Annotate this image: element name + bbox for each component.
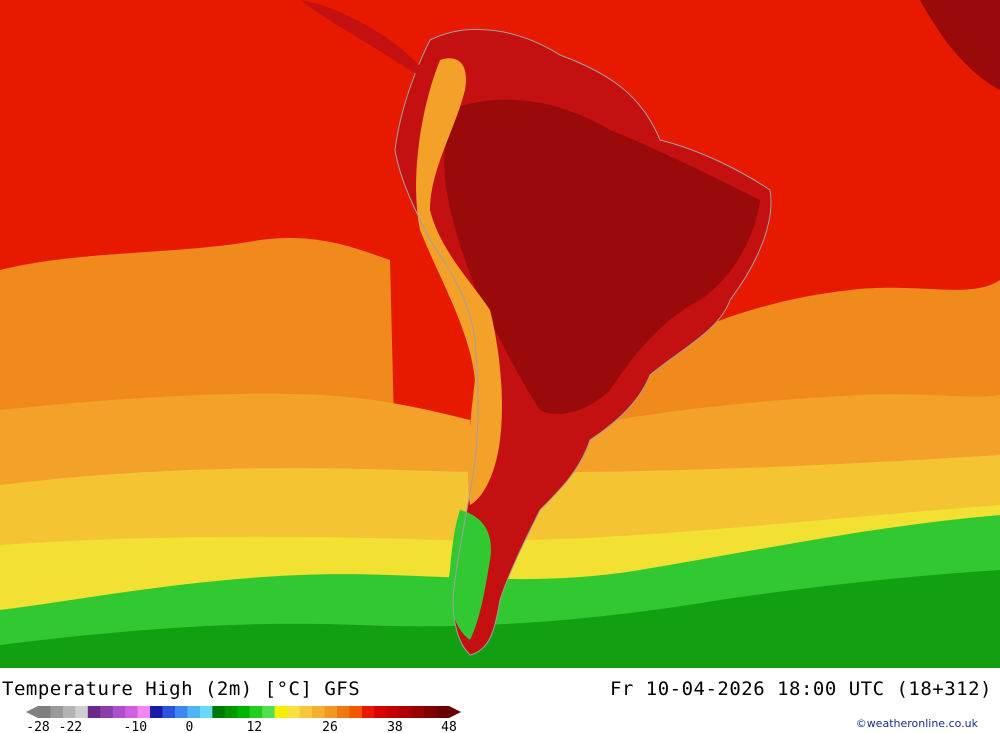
legend-swatch xyxy=(336,706,350,718)
legend-swatch xyxy=(162,706,176,718)
coastline-outline xyxy=(394,28,772,656)
legend-tick-label: 0 xyxy=(185,720,193,733)
legend-swatch xyxy=(287,706,300,718)
legend-swatch xyxy=(224,706,238,718)
credit-link[interactable]: ©weatheronline.co.uk xyxy=(855,717,978,730)
legend-swatch xyxy=(112,706,126,718)
legend-swatch xyxy=(262,706,276,718)
color-legend: -28 -22 -10 0 12 26 38 48 xyxy=(26,706,461,733)
landmass-central-america xyxy=(300,0,430,80)
legend-tick-label: -10 xyxy=(124,720,147,733)
andes-cool-strip xyxy=(416,58,502,505)
legend-swatch xyxy=(312,706,325,718)
band-ocean-dark-green xyxy=(0,570,1000,668)
legend-swatch xyxy=(349,706,363,718)
legend-swatch xyxy=(249,706,263,718)
legend-swatch xyxy=(75,706,89,718)
legend-swatch xyxy=(125,706,139,718)
map-valid-time: Fr 10-04-2026 18:00 UTC (18+312) xyxy=(609,678,992,700)
legend-tick-label: -22 xyxy=(59,720,82,733)
legend-swatch xyxy=(137,706,151,718)
map-title: Temperature High (2m) [°C] GFS xyxy=(2,678,361,700)
legend-tick-label: -28 xyxy=(26,720,49,733)
legend-swatch xyxy=(237,706,251,718)
legend-swatch xyxy=(324,706,338,718)
legend-tick-label: 38 xyxy=(387,720,403,733)
legend-swatch xyxy=(100,706,114,718)
legend-swatch xyxy=(212,706,226,718)
legend-swatch xyxy=(38,706,51,718)
landmass-africa-corner xyxy=(920,0,1000,90)
patagonia-green xyxy=(448,510,491,640)
legend-swatch xyxy=(274,706,288,718)
legend-arrow-low xyxy=(26,706,38,718)
legend-swatch xyxy=(87,706,101,718)
legend-swatch xyxy=(411,706,425,718)
legend-swatch xyxy=(150,706,163,718)
legend-arrow-high xyxy=(449,706,461,718)
legend-tick-label: 48 xyxy=(441,720,457,733)
legend-swatch xyxy=(62,706,76,718)
legend-swatch xyxy=(361,706,375,718)
map-footer: Temperature High (2m) [°C] GFS Fr 10-04-… xyxy=(0,668,1000,733)
legend-swatch xyxy=(399,706,413,718)
temperature-map xyxy=(0,0,1000,668)
legend-swatch xyxy=(374,706,388,718)
legend-swatch xyxy=(199,706,213,718)
legend-tick-label: 12 xyxy=(246,720,262,733)
legend-swatch xyxy=(386,706,400,718)
legend-swatch xyxy=(50,706,64,718)
legend-swatch xyxy=(187,706,201,718)
legend-swatch xyxy=(299,706,313,718)
legend-swatch xyxy=(436,706,450,718)
legend-swatch xyxy=(424,706,437,718)
legend-swatch xyxy=(175,706,188,718)
legend-tick-label: 26 xyxy=(322,720,338,733)
hot-core-amazon xyxy=(444,99,760,414)
